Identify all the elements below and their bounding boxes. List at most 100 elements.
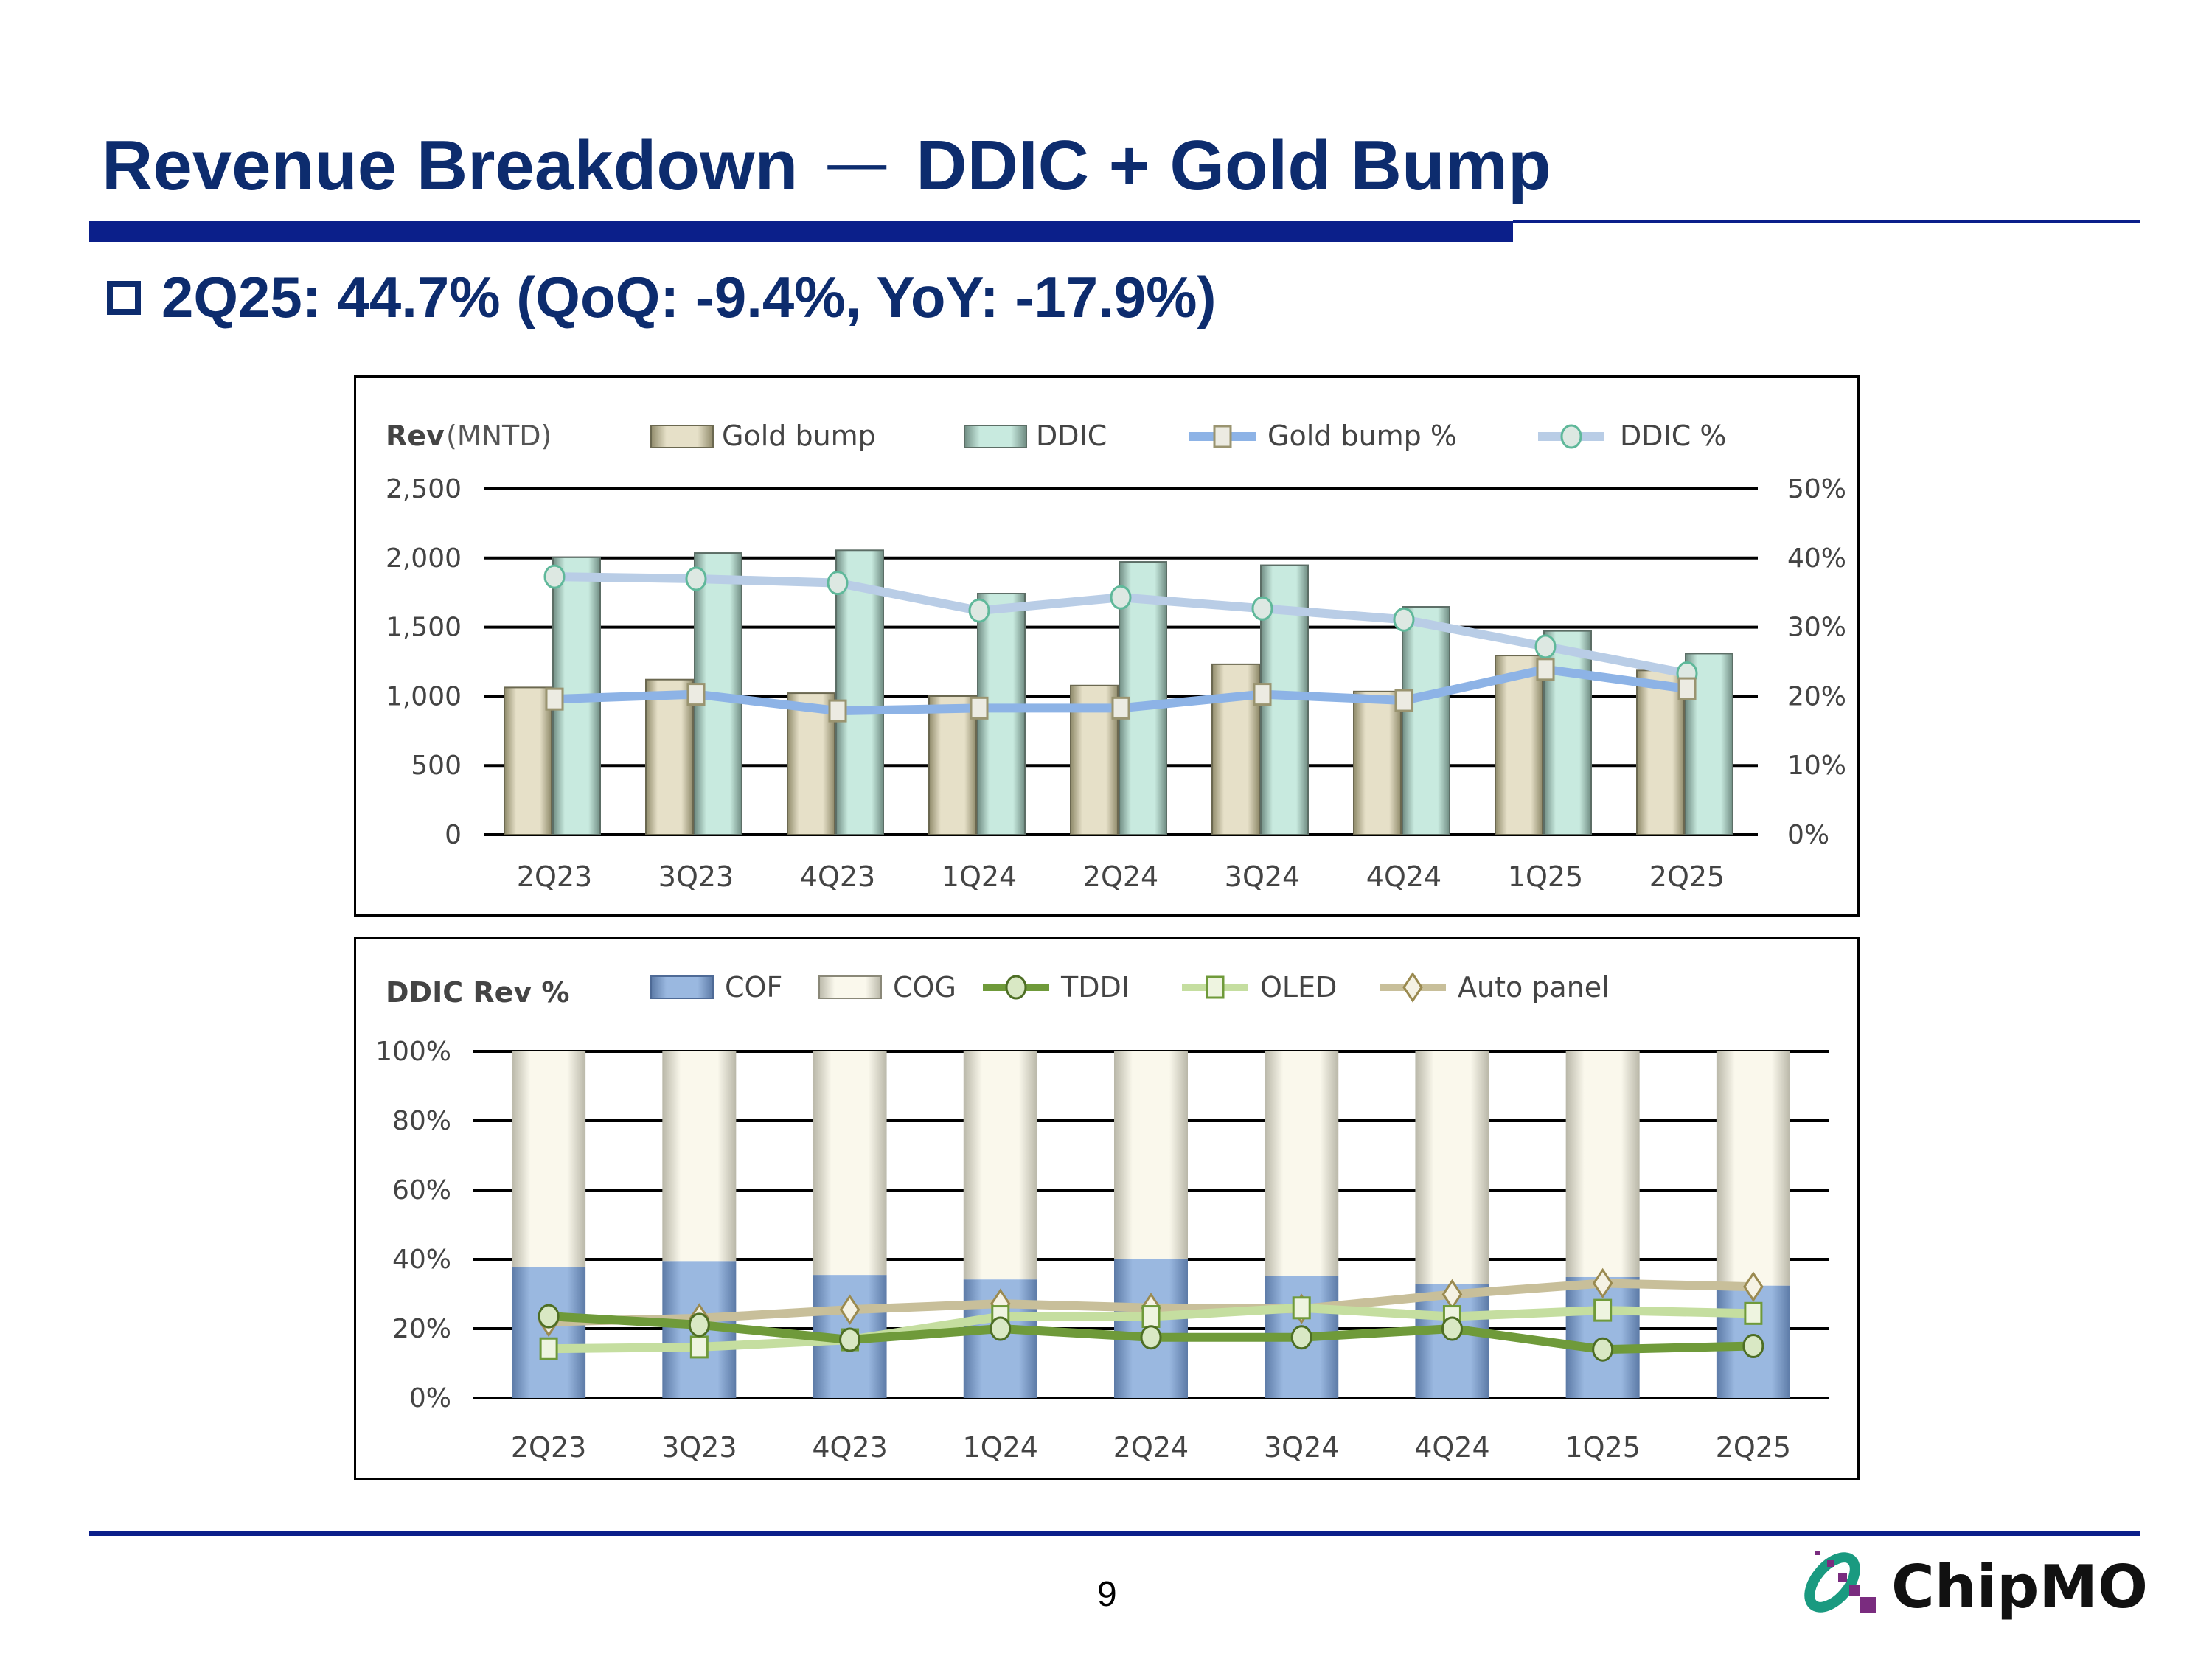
legend-title: DDIC Rev % (386, 976, 569, 1009)
auto-panel-point (1743, 1271, 1764, 1302)
y-tick-label: 1,500 (386, 613, 462, 643)
x-tick-label: 1Q25 (1565, 1431, 1640, 1464)
subtitle-text: 2Q25: 44.7% (QoQ: -9.4%, YoY: -17.9%) (161, 265, 1217, 330)
gold-bump-pct-point (1253, 683, 1272, 706)
y-tick-label: 2,000 (386, 543, 462, 574)
y-tick-label: 40% (392, 1245, 451, 1275)
x-tick-label: 4Q23 (800, 860, 875, 893)
gold-bump-pct-point (828, 699, 847, 723)
footer-rule (89, 1531, 2140, 1536)
ddic-pct-point (1110, 585, 1132, 610)
ddic-mix-chart: 0% 20% 40% 60% 80% 100% 2Q23 3Q23 4Q23 1Q24 2Q24 3Q… (354, 937, 1860, 1480)
legend-gold-bump-pct: Gold bump % (1267, 420, 1457, 452)
tddi-point (1290, 1325, 1312, 1350)
legend-gold-bump-pct-marker (1213, 425, 1232, 448)
cog-bar (1415, 1051, 1489, 1284)
ddic-pct-point (1534, 634, 1557, 659)
tddi-point (990, 1316, 1012, 1341)
cog-bar (512, 1051, 586, 1267)
tddi-point (538, 1304, 560, 1329)
gold-bump-pct-point (1111, 696, 1130, 720)
legend-ddic: DDIC (1036, 420, 1107, 452)
x-tick-label: 2Q24 (1083, 860, 1158, 893)
gold-bump-bar (1211, 663, 1260, 835)
x-tick-label: 2Q25 (1649, 860, 1725, 893)
y-tick-label: 2,500 (386, 474, 462, 504)
cog-bar (1114, 1051, 1188, 1259)
page-number: 9 (1097, 1575, 1117, 1614)
ddic-mix-chart-svg: 0% 20% 40% 60% 80% 100% 2Q23 3Q23 4Q23 1Q24 2Q24 3Q… (375, 971, 1829, 1464)
ddic-pct-point (1251, 596, 1273, 621)
auto-panel-point (839, 1294, 860, 1325)
title-left: Revenue Breakdown (102, 126, 799, 205)
legend-oled-marker (1206, 975, 1225, 999)
gold-bump-pct-point (1536, 658, 1555, 681)
ddic-pct-point (968, 598, 990, 623)
y-tick-label: 0% (409, 1383, 451, 1413)
gold-bump-pct-point (545, 687, 564, 711)
legend-tddi-marker (1005, 975, 1027, 1000)
gold-bump-bar (504, 686, 552, 835)
x-tick-label: 3Q24 (1264, 1431, 1339, 1464)
x-tick-label: 2Q25 (1716, 1431, 1791, 1464)
y-tick-label: 0 (445, 820, 462, 850)
chipmos-logo: ChipMOS (1804, 1551, 2146, 1621)
x-tick-label: 4Q24 (1366, 860, 1441, 893)
y2-tick-label: 40% (1787, 543, 1846, 574)
subtitle: 2Q25: 44.7% (QoQ: -9.4%, YoY: -17.9%) (107, 264, 1216, 331)
ddic-bar (835, 549, 884, 835)
cog-bar (813, 1051, 887, 1276)
legend-auto-panel-marker (1402, 972, 1423, 1003)
x-tick-label: 2Q23 (517, 860, 592, 893)
y-tick-label: 20% (392, 1314, 451, 1344)
legend-oled: OLED (1260, 971, 1337, 1004)
ddic-pct-point (827, 571, 849, 596)
y2-tick-label: 0% (1787, 820, 1829, 850)
tddi-point (1742, 1334, 1764, 1358)
legend-title-unit: (MNTD) (446, 420, 552, 452)
cog-bar (1565, 1051, 1640, 1277)
oled-point (689, 1335, 709, 1359)
legend-cog: COG (893, 971, 956, 1004)
legend-ddic-pct-marker (1560, 424, 1582, 449)
cog-bar (662, 1051, 737, 1262)
legend-gold-bump-swatch (650, 425, 714, 448)
ddic-bar (1402, 606, 1450, 835)
legend-auto-panel: Auto panel (1458, 971, 1610, 1004)
legend-title-bold: Rev (386, 420, 445, 452)
legend-ddic-swatch (964, 425, 1027, 448)
gold-bump-bar (1636, 669, 1685, 835)
tddi-point (1140, 1325, 1162, 1350)
auto-panel-point (1592, 1267, 1613, 1299)
x-tick-label: 2Q23 (511, 1431, 586, 1464)
revenue-chart-svg: 0 0% 500 10% 1,000 20% 1,500 30% 2,000 40% 2,500 50… (386, 420, 1846, 893)
title-rule-thick (89, 221, 1513, 242)
legend-tddi: TDDI (1060, 971, 1130, 1004)
x-tick-label: 3Q23 (658, 860, 734, 893)
cog-bar (1716, 1051, 1790, 1286)
tddi-point (688, 1312, 710, 1338)
page-title: Revenue Breakdown — DDIC + Gold Bump (102, 125, 1551, 206)
oled-point (1141, 1305, 1161, 1329)
gold-bump-pct-point (1394, 689, 1413, 712)
tddi-point (1441, 1316, 1463, 1341)
y-tick-label: 100% (375, 1037, 451, 1067)
y2-tick-label: 10% (1787, 751, 1846, 781)
y2-tick-label: 30% (1787, 613, 1846, 643)
legend-cog-swatch (818, 975, 882, 999)
y2-tick-label: 50% (1787, 474, 1846, 504)
title-rule-thin (1513, 220, 2140, 223)
y-tick-label: 1,000 (386, 681, 462, 712)
y-tick-label: 80% (392, 1106, 451, 1136)
x-tick-label: 2Q24 (1113, 1431, 1189, 1464)
oled-point (1593, 1298, 1613, 1322)
x-tick-label: 4Q23 (812, 1431, 887, 1464)
x-tick-label: 1Q24 (942, 860, 1017, 893)
gold-bump-bar (645, 678, 694, 836)
cog-bar (963, 1051, 1037, 1280)
x-tick-label: 3Q23 (661, 1431, 737, 1464)
x-tick-label: 3Q24 (1225, 860, 1300, 893)
x-tick-label: 1Q24 (963, 1431, 1038, 1464)
x-tick-label: 1Q25 (1508, 860, 1583, 893)
legend-gold-bump: Gold bump (722, 420, 876, 452)
